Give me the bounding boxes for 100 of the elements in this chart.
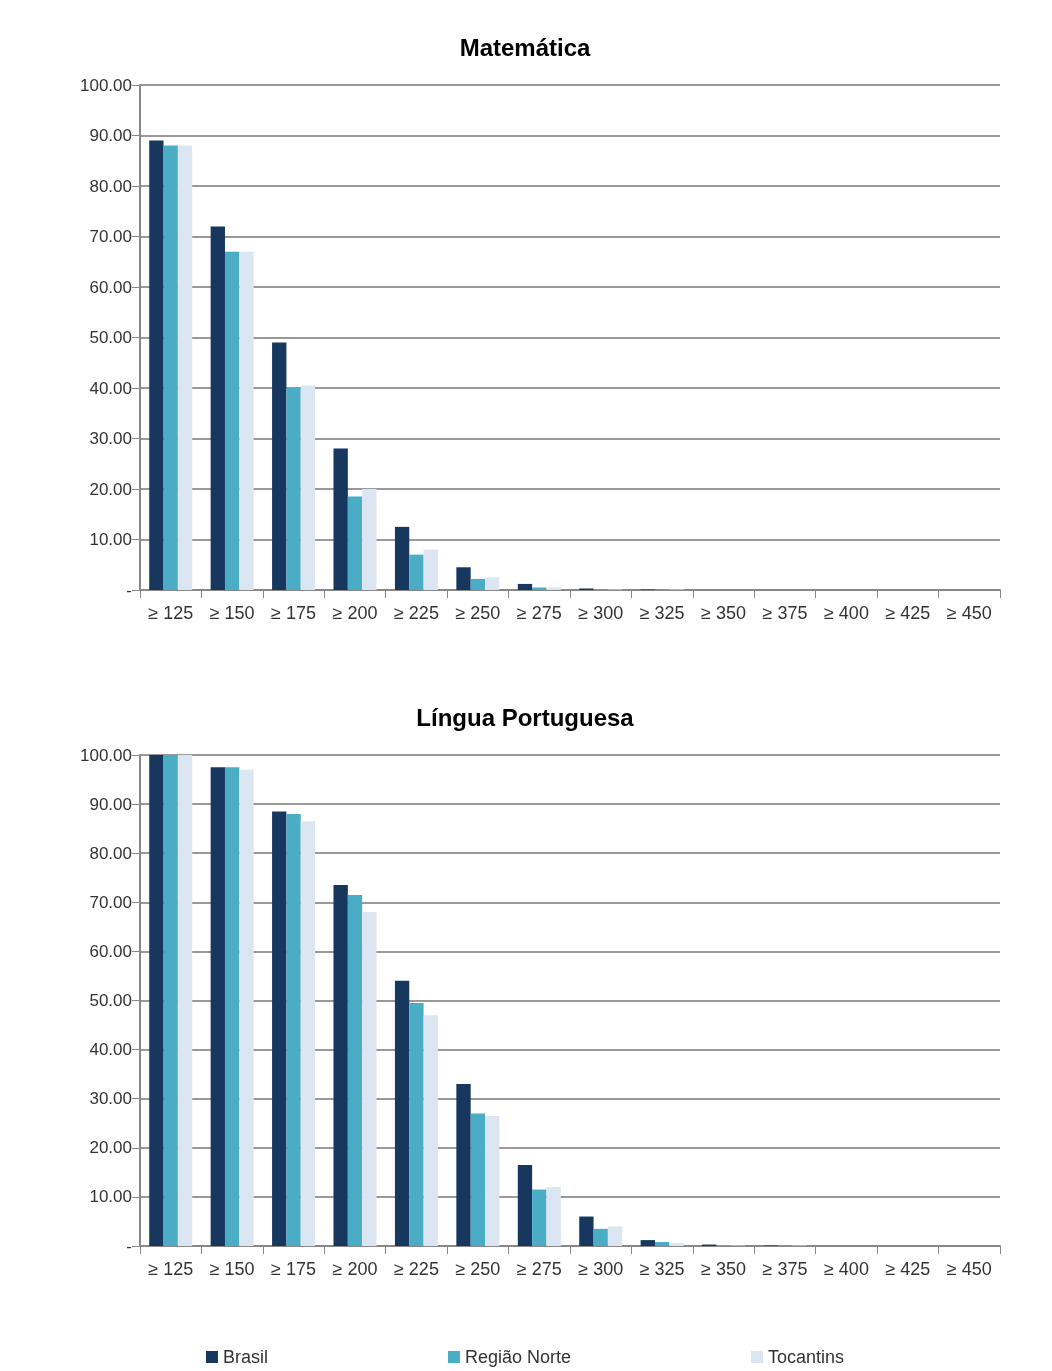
x-tick-label: ≥ 350 (701, 1259, 747, 1279)
bar (362, 489, 377, 590)
x-tick-label: ≥ 450 (946, 603, 992, 623)
bar (149, 755, 164, 1246)
y-tick-label: 60.00 (89, 277, 132, 297)
bar (470, 578, 486, 590)
bar (517, 583, 533, 590)
bar (149, 140, 164, 590)
bar (607, 1226, 623, 1246)
x-tick-label: ≥ 400 (823, 1259, 869, 1279)
x-tick-label: ≥ 300 (578, 603, 624, 623)
y-tick-label: 20.00 (89, 1138, 132, 1158)
y-tick-label: 60.00 (89, 941, 132, 961)
x-tick-label: ≥ 450 (946, 1259, 992, 1279)
bar (546, 1187, 561, 1246)
x-tick-label: ≥ 275 (516, 1259, 562, 1279)
chart-title: Língua Portuguesa (416, 703, 635, 731)
bar (640, 1240, 655, 1246)
bar (272, 342, 287, 590)
bar (224, 767, 240, 1246)
bar (163, 755, 178, 1246)
y-tick-label: 10.00 (89, 530, 132, 549)
x-tick-label: ≥ 175 (271, 1259, 317, 1279)
x-tick-label: ≥ 225 (393, 1259, 439, 1279)
bar (532, 587, 547, 590)
bar (347, 496, 363, 590)
y-tick-label: 80.00 (89, 176, 132, 196)
legend-label: Tocantins (768, 1347, 845, 1367)
bar (579, 1216, 594, 1246)
x-tick-label: ≥ 300 (578, 1259, 624, 1279)
x-tick-label: ≥ 175 (271, 603, 317, 623)
bar (394, 526, 410, 590)
bar (163, 145, 178, 590)
bar (593, 1228, 608, 1246)
y-tick-label: 90.00 (89, 126, 132, 145)
x-tick-label: ≥ 425 (885, 1259, 931, 1279)
x-tick-label: ≥ 200 (332, 1259, 378, 1279)
bar (177, 145, 193, 590)
x-tick-label: ≥ 375 (762, 603, 808, 623)
bar (517, 1164, 533, 1246)
x-tick-label: ≥ 350 (701, 603, 747, 623)
bar (347, 894, 363, 1246)
bar (224, 251, 240, 590)
bar (239, 769, 254, 1246)
x-tick-label: ≥ 375 (762, 1259, 808, 1279)
x-tick-label: ≥ 250 (455, 603, 501, 623)
y-tick-label: 80.00 (89, 843, 132, 863)
bar (362, 912, 377, 1246)
bar (423, 1015, 438, 1246)
y-tick-label: 90.00 (89, 794, 132, 814)
x-tick-label: ≥ 275 (516, 603, 562, 623)
x-tick-label: ≥ 150 (209, 1259, 255, 1279)
bar (210, 767, 225, 1246)
x-tick-label: ≥ 225 (393, 603, 439, 623)
bar (177, 755, 193, 1246)
bar (423, 549, 438, 590)
y-tick-label: 50.00 (89, 991, 132, 1010)
bar (333, 448, 348, 590)
legend-label: Brasil (222, 1347, 268, 1367)
y-tick-label: 70.00 (89, 227, 132, 246)
y-tick-label: 70.00 (89, 892, 132, 912)
bar (532, 1189, 547, 1246)
x-tick-label: ≥ 325 (639, 603, 685, 623)
x-tick-label: ≥ 250 (455, 1259, 501, 1279)
y-tick-label: 100.00 (80, 75, 132, 95)
bar (272, 811, 287, 1246)
bar (669, 1243, 684, 1246)
bar (654, 1242, 670, 1246)
y-tick-label: 30.00 (89, 429, 132, 448)
y-tick-label: 10.00 (89, 1187, 132, 1207)
y-tick-label: - (126, 1236, 132, 1256)
x-tick-label: ≥ 400 (823, 603, 869, 623)
bar (409, 1002, 424, 1246)
x-tick-label: ≥ 125 (148, 603, 194, 623)
legend-label: Região Norte (464, 1347, 572, 1367)
bar (286, 813, 301, 1246)
bar (239, 251, 254, 590)
y-tick-label: 30.00 (89, 1089, 132, 1109)
bar (456, 1083, 471, 1246)
y-tick-label: - (126, 580, 132, 600)
bar (333, 885, 348, 1246)
bar (485, 1115, 500, 1246)
bar (456, 567, 471, 590)
y-tick-label: 20.00 (89, 479, 132, 499)
bar (394, 980, 410, 1246)
bar (286, 388, 301, 590)
x-tick-label: ≥ 150 (209, 603, 255, 623)
bar (300, 821, 316, 1246)
bar (210, 226, 225, 590)
y-tick-label: 100.00 (80, 745, 132, 765)
x-tick-label: ≥ 325 (639, 1259, 685, 1279)
y-tick-label: 40.00 (89, 378, 132, 398)
bar (546, 587, 561, 590)
x-tick-label: ≥ 125 (148, 1259, 194, 1279)
chart-title: Matemática (459, 33, 592, 61)
x-tick-label: ≥ 425 (885, 603, 931, 623)
bar (300, 385, 316, 590)
y-tick-label: 40.00 (89, 1040, 132, 1060)
bar (470, 1113, 486, 1246)
bar (485, 577, 500, 590)
